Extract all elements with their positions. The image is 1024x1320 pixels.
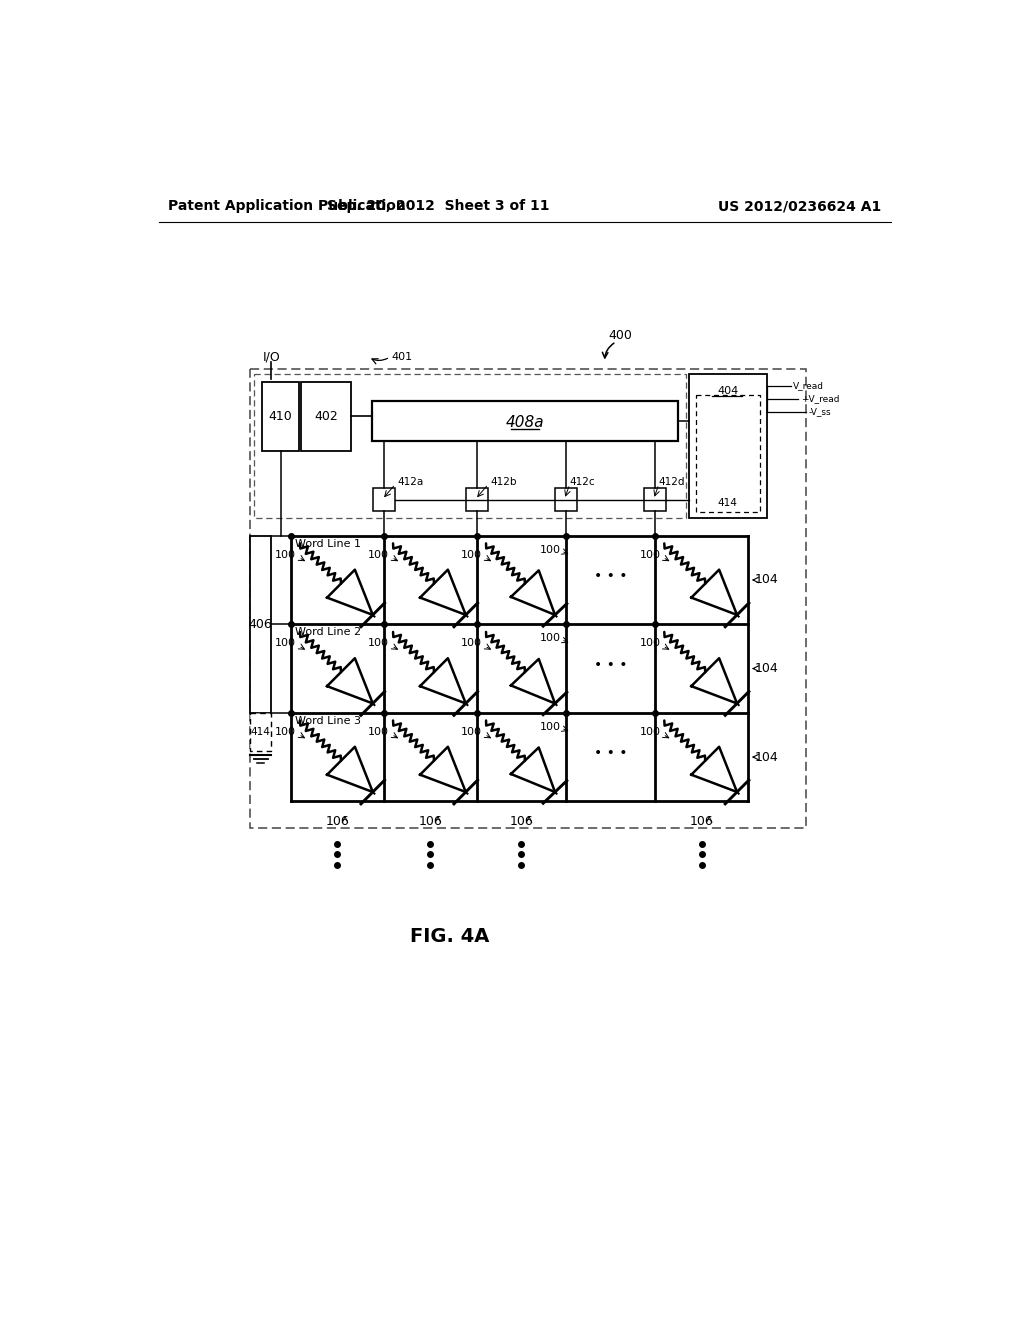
Text: 414: 414 <box>251 727 270 737</box>
Text: +V_read: +V_read <box>801 395 840 403</box>
Text: 401: 401 <box>391 352 413 362</box>
Text: 106: 106 <box>419 816 442 828</box>
Bar <box>250 368 806 829</box>
Text: 104: 104 <box>755 751 778 763</box>
Bar <box>373 488 394 511</box>
Bar <box>555 488 577 511</box>
Bar <box>262 381 299 451</box>
Text: 100: 100 <box>461 727 482 737</box>
Text: V_read: V_read <box>793 381 824 389</box>
Text: Word Line 1: Word Line 1 <box>295 539 360 549</box>
Text: 100: 100 <box>639 550 660 560</box>
Bar <box>466 488 487 511</box>
Text: Sep. 20, 2012  Sheet 3 of 11: Sep. 20, 2012 Sheet 3 of 11 <box>327 199 549 213</box>
Text: 400: 400 <box>608 329 633 342</box>
Text: 402: 402 <box>314 409 338 422</box>
Text: 106: 106 <box>326 816 349 828</box>
Text: I/O: I/O <box>262 351 281 363</box>
Text: 412a: 412a <box>397 477 424 487</box>
Text: US 2012/0236624 A1: US 2012/0236624 A1 <box>718 199 882 213</box>
Text: 100: 100 <box>275 639 296 648</box>
Text: 100: 100 <box>275 727 296 737</box>
Text: 100: 100 <box>461 550 482 560</box>
Text: Word Line 3: Word Line 3 <box>295 715 360 726</box>
Bar <box>689 374 767 517</box>
Bar <box>250 713 271 751</box>
Bar <box>696 395 760 512</box>
Text: 100: 100 <box>369 550 389 560</box>
Bar <box>254 374 686 517</box>
Text: Word Line 2: Word Line 2 <box>295 627 360 638</box>
Text: 408a: 408a <box>506 414 545 430</box>
Text: 406: 406 <box>249 618 272 631</box>
Text: FIG. 4A: FIG. 4A <box>410 927 489 945</box>
Text: 404: 404 <box>717 385 738 396</box>
Text: 100: 100 <box>541 634 561 643</box>
Text: 412d: 412d <box>658 477 685 487</box>
Text: 414: 414 <box>718 498 737 508</box>
Bar <box>301 381 351 451</box>
Text: 100: 100 <box>639 727 660 737</box>
Text: 100: 100 <box>275 550 296 560</box>
Text: 106: 106 <box>509 816 534 828</box>
Text: 410: 410 <box>268 409 293 422</box>
Text: Patent Application Publication: Patent Application Publication <box>168 199 407 213</box>
Text: 100: 100 <box>639 639 660 648</box>
Text: • • •: • • • <box>594 657 627 672</box>
Text: 100: 100 <box>461 639 482 648</box>
Text: 100: 100 <box>541 722 561 731</box>
Text: 412b: 412b <box>490 477 517 487</box>
Text: • • •: • • • <box>594 746 627 760</box>
Text: • • •: • • • <box>594 569 627 583</box>
Text: -V_ss: -V_ss <box>809 408 831 416</box>
Text: 104: 104 <box>755 663 778 675</box>
Bar <box>250 536 271 713</box>
Text: 106: 106 <box>689 816 714 828</box>
Bar <box>372 401 678 441</box>
Text: 100: 100 <box>369 639 389 648</box>
Text: 100: 100 <box>369 727 389 737</box>
Text: 100: 100 <box>541 545 561 554</box>
Bar <box>644 488 666 511</box>
Text: 104: 104 <box>755 573 778 586</box>
Text: 412c: 412c <box>569 477 595 487</box>
